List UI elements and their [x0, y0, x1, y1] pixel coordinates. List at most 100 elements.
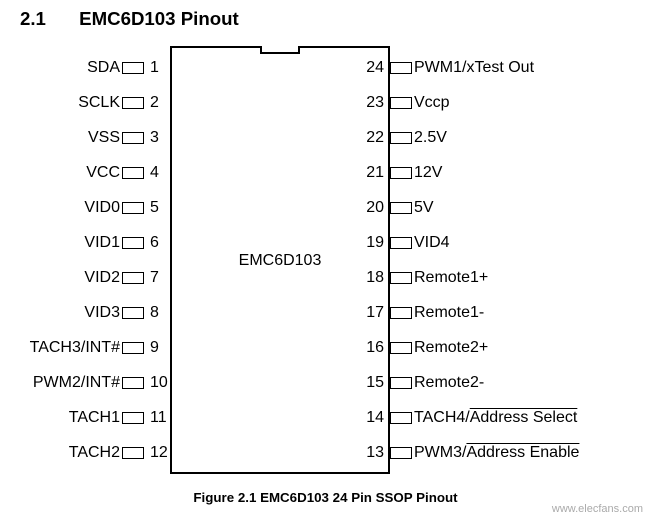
pin-label: TACH3/INT# — [30, 339, 120, 357]
pin-number: 14 — [360, 409, 384, 427]
pin-row: TACH3/INT# 9 — [30, 338, 170, 358]
pin-row: VID1 6 — [84, 233, 170, 253]
pin-row: 17Remote1- — [390, 303, 484, 323]
pin-row: 23Vccp — [390, 93, 450, 113]
pin-pad — [122, 447, 144, 459]
pin-pad — [390, 62, 412, 74]
pin-label: SDA — [87, 59, 120, 77]
pin-label: VID0 — [84, 199, 120, 217]
pin-pad — [390, 167, 412, 179]
pin-row: VCC 4 — [86, 163, 170, 183]
pin-row: 15Remote2- — [390, 373, 484, 393]
pin-label: 5V — [414, 199, 434, 217]
pin-row: VID2 7 — [84, 268, 170, 288]
pin-number: 2 — [150, 94, 170, 112]
pin-pad — [390, 447, 412, 459]
pin-label: VID2 — [84, 269, 120, 287]
pin-label: VSS — [88, 129, 120, 147]
pin-label: PWM3/Address Enable — [414, 444, 579, 462]
pin-pad — [390, 307, 412, 319]
pin-number: 5 — [150, 199, 170, 217]
pin-label: SCLK — [78, 94, 120, 112]
pin-number: 3 — [150, 129, 170, 147]
pin-label: VID1 — [84, 234, 120, 252]
pin-label: Remote1+ — [414, 269, 488, 287]
pin-label-part: TACH4/ — [414, 409, 470, 426]
pin-row: VID3 8 — [84, 303, 170, 323]
pin-pad — [122, 412, 144, 424]
pin-label: TACH4/Address Select — [414, 409, 577, 427]
pin-row: TACH1 11 — [69, 408, 170, 428]
pin-label: TACH2 — [69, 444, 120, 462]
pin-pad — [122, 202, 144, 214]
pin-label-part: Address Select — [470, 409, 578, 426]
pin-number: 10 — [150, 374, 170, 392]
pin-pad — [390, 97, 412, 109]
pin-row: 14TACH4/Address Select — [390, 408, 577, 428]
pin-number: 7 — [150, 269, 170, 287]
pin-pad — [122, 307, 144, 319]
pin-row: SCLK 2 — [78, 93, 170, 113]
pin-number: 17 — [360, 304, 384, 322]
pin-pad — [122, 237, 144, 249]
pin-pad — [122, 167, 144, 179]
pin-pad — [122, 132, 144, 144]
pin-label: TACH1 — [69, 409, 120, 427]
pin-row: 13PWM3/Address Enable — [390, 443, 579, 463]
pin-number: 1 — [150, 59, 170, 77]
pin-row: SDA 1 — [87, 58, 170, 78]
pin-label: VCC — [86, 164, 120, 182]
section-heading: 2.1 EMC6D103 Pinout — [20, 8, 239, 30]
watermark-text: www.elecfans.com — [552, 503, 643, 515]
pin-number: 19 — [360, 234, 384, 252]
pin-label-part: Address Enable — [466, 444, 579, 461]
pin-pad — [390, 202, 412, 214]
pin-label: PWM2/INT# — [33, 374, 120, 392]
pin-row: 16Remote2+ — [390, 338, 488, 358]
pin-row: PWM2/INT# 10 — [33, 373, 170, 393]
pin-label: Remote2- — [414, 374, 484, 392]
pin-label: PWM1/xTest Out — [414, 59, 534, 77]
pin-row: 2112V — [390, 163, 442, 183]
pin-pad — [122, 97, 144, 109]
pin-row: VID0 5 — [84, 198, 170, 218]
pin-pad — [122, 342, 144, 354]
pin-number: 21 — [360, 164, 384, 182]
pin-number: 12 — [150, 444, 170, 462]
pin-number: 22 — [360, 129, 384, 147]
pin-number: 15 — [360, 374, 384, 392]
pin-pad — [122, 272, 144, 284]
pin-label: Remote1- — [414, 304, 484, 322]
pin-row: 205V — [390, 198, 434, 218]
pin-number: 18 — [360, 269, 384, 287]
chip-notch — [260, 46, 300, 54]
pin-number: 9 — [150, 339, 170, 357]
pin-label: VID4 — [414, 234, 450, 252]
pin-label-part: PWM3/ — [414, 444, 466, 461]
pin-pad — [390, 132, 412, 144]
pin-pad — [390, 377, 412, 389]
pin-number: 13 — [360, 444, 384, 462]
pin-pad — [390, 272, 412, 284]
pin-row: 18Remote1+ — [390, 268, 488, 288]
pin-pad — [390, 237, 412, 249]
pin-number: 6 — [150, 234, 170, 252]
pin-number: 4 — [150, 164, 170, 182]
section-number: 2.1 — [20, 8, 46, 29]
pin-row: TACH2 12 — [69, 443, 170, 463]
pin-number: 23 — [360, 94, 384, 112]
pin-label: Vccp — [414, 94, 450, 112]
pin-label: VID3 — [84, 304, 120, 322]
pin-number: 16 — [360, 339, 384, 357]
pin-number: 24 — [360, 59, 384, 77]
pin-label: 2.5V — [414, 129, 447, 147]
pin-pad — [390, 412, 412, 424]
pin-label: 12V — [414, 164, 442, 182]
pin-pad — [122, 377, 144, 389]
pin-row: 19VID4 — [390, 233, 450, 253]
pin-pad — [122, 62, 144, 74]
pin-number: 8 — [150, 304, 170, 322]
pin-row: 222.5V — [390, 128, 447, 148]
pin-number: 11 — [150, 409, 170, 427]
pin-pad — [390, 342, 412, 354]
